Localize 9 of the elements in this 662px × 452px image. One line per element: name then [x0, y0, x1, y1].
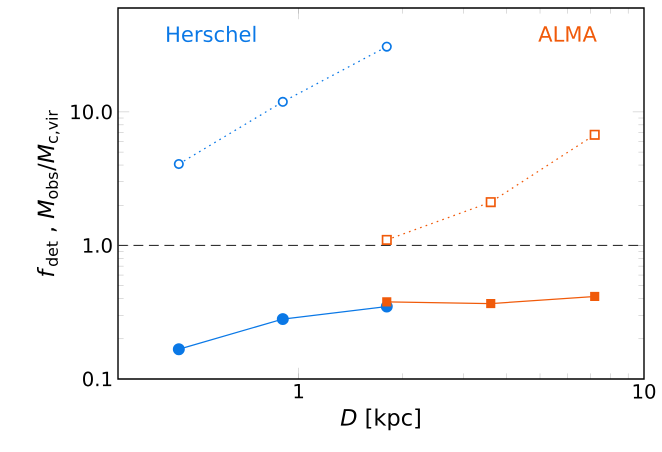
y-axis-title: f$_{det}$ , M$_{obs}$/M$_{c,vir}$ [37, 110, 60, 276]
text: ALMA [538, 26, 597, 42]
y-tick-label: 10.0 [71, 104, 112, 120]
x-tick-label: 10 [634, 384, 656, 399]
y-tick-label: 0.1 [83, 372, 112, 386]
y-tick-label: 1.0 [84, 238, 112, 253]
x-tick-label: 1 [294, 384, 304, 398]
x-axis-title: D [kpc] [340, 408, 420, 430]
text: Herschel [167, 26, 256, 42]
